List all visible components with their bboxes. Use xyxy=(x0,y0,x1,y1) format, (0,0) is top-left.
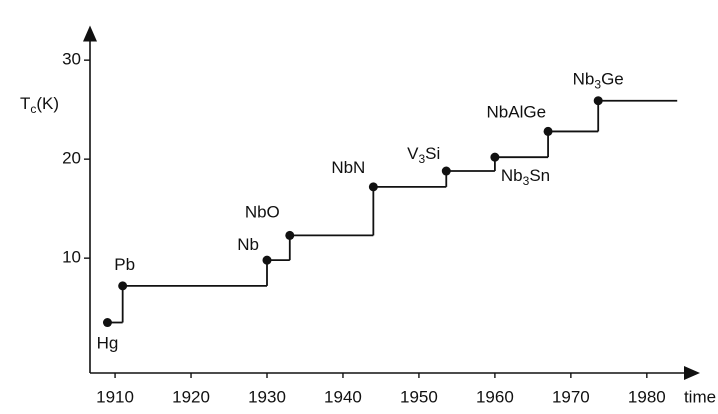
x-axis-arrow xyxy=(684,366,700,380)
x-axis-label: time xyxy=(684,387,716,406)
x-tick-label: 1910 xyxy=(96,387,134,406)
point-label: NbAlGe xyxy=(487,103,547,122)
y-axis-label-part: (K) xyxy=(36,94,59,113)
point-label: NbO xyxy=(245,203,280,222)
point xyxy=(285,230,295,240)
point-label: V3Si xyxy=(407,145,440,167)
point-label: Nb xyxy=(237,236,259,255)
point-label: Nb3Ge xyxy=(573,70,624,92)
point-label: Nb3Sn xyxy=(501,167,550,189)
y-tick-label: 30 xyxy=(62,50,81,69)
point-label: Pb xyxy=(114,255,135,274)
point-label: Hg xyxy=(97,334,119,353)
y-axis-label-part: T xyxy=(20,94,30,113)
x-tick-label: 1920 xyxy=(172,387,210,406)
x-tick-label: 1930 xyxy=(248,387,286,406)
x-tick-label: 1970 xyxy=(552,387,590,406)
point xyxy=(490,152,500,162)
x-tick-label: 1950 xyxy=(400,387,438,406)
x-tick-label: 1940 xyxy=(324,387,362,406)
point xyxy=(118,281,128,291)
point xyxy=(441,166,451,176)
point xyxy=(543,126,553,136)
x-tick-label: 1960 xyxy=(476,387,514,406)
y-tick-label: 10 xyxy=(62,248,81,267)
point xyxy=(102,318,112,328)
point xyxy=(368,182,378,192)
point xyxy=(262,255,272,265)
y-tick-label: 20 xyxy=(62,149,81,168)
y-axis-label: Tc(K) xyxy=(20,94,59,116)
x-tick-label: 1980 xyxy=(628,387,666,406)
y-axis-label-part: c xyxy=(30,102,36,116)
point-label: NbN xyxy=(331,158,365,177)
y-axis-arrow xyxy=(83,25,97,42)
point xyxy=(593,96,603,106)
